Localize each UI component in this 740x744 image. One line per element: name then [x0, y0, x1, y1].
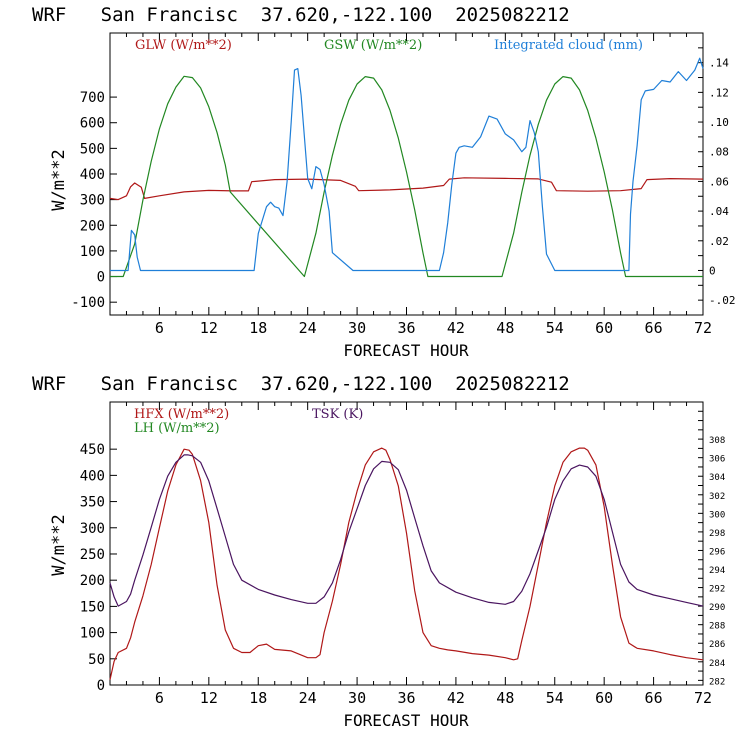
- y-tick-label: 100: [80, 626, 105, 642]
- y2-tick-label: .04: [709, 205, 729, 218]
- y2-tick-label: 296: [709, 547, 725, 557]
- x-tick-label: 72: [694, 319, 712, 337]
- series-line-glw: [109, 177, 704, 201]
- y2-tick-label: 0: [709, 264, 716, 277]
- panel-radiation: WRF San Francisc 37.620,-122.100 2025082…: [32, 4, 736, 360]
- y-tick-label: 0: [97, 270, 105, 286]
- panel-1-series: [109, 57, 704, 278]
- y2-tick-label: 288: [709, 622, 725, 632]
- panel-1-y-tick-labels: -100 0 100 200 300 400 500 600 700: [71, 90, 105, 311]
- series-line-tsk: [109, 454, 704, 607]
- y2-tick-label: 302: [709, 492, 725, 502]
- x-tick-label: 18: [249, 689, 267, 707]
- y-tick-label: 700: [80, 90, 105, 106]
- panel-2-x-axis-label: FORECAST HOUR: [343, 711, 469, 730]
- x-tick-label: 36: [397, 689, 415, 707]
- panel-1-title: WRF San Francisc 37.620,-122.100 2025082…: [32, 4, 570, 26]
- legend-tsk: TSK (K): [312, 407, 363, 422]
- y2-tick-label: 298: [709, 529, 725, 539]
- y2-tick-label: .08: [709, 146, 729, 159]
- y2-tick-label: 294: [709, 566, 725, 576]
- x-tick-label: 66: [645, 689, 663, 707]
- y-tick-label: 200: [80, 573, 105, 589]
- panel-1-ticks: [110, 32, 703, 316]
- y-tick-label: 300: [80, 521, 105, 537]
- x-tick-label: 66: [645, 319, 663, 337]
- panel-1-x-axis-label: FORECAST HOUR: [343, 341, 469, 360]
- y-tick-label: 500: [80, 141, 105, 157]
- y-tick-label: 450: [80, 442, 105, 458]
- series-line-integrated: [110, 57, 704, 272]
- series-line-hfx: [109, 447, 704, 680]
- y-tick-label: 200: [80, 218, 105, 234]
- legend-lh: LH (W/m**2): [134, 421, 220, 436]
- y2-tick-label: .10: [709, 116, 729, 129]
- y2-tick-label: 306: [709, 455, 725, 465]
- x-tick-label: 12: [200, 319, 218, 337]
- panel-2-y-axis-label: W/m**2: [49, 514, 69, 575]
- x-tick-label: 24: [299, 689, 317, 707]
- series-line-gsw: [110, 75, 703, 278]
- x-tick-label: 42: [447, 319, 465, 337]
- y2-tick-label: 286: [709, 640, 725, 650]
- x-tick-label: 42: [447, 689, 465, 707]
- x-tick-label: 48: [496, 319, 514, 337]
- panel-1-y-axis-label: W/m**2: [49, 149, 69, 210]
- panel-2-frame: [109, 401, 704, 686]
- x-tick-label: 12: [200, 689, 218, 707]
- y2-tick-label: 292: [709, 585, 725, 595]
- x-tick-label: 18: [249, 319, 267, 337]
- panel-2-ticks: [110, 401, 703, 686]
- y-tick-label: 0: [97, 678, 105, 694]
- panel-2-x-tick-labels: 6 12 18 24 30 36 42 48 54 60 66 72: [155, 689, 712, 707]
- panel-2-y-tick-labels: 0 50 100 150 200 250 300 350 400 450: [80, 442, 105, 694]
- y-tick-label: 150: [80, 599, 105, 615]
- x-tick-label: 6: [155, 319, 164, 337]
- legend-glw: GLW (W/m**2): [135, 38, 232, 53]
- y-tick-label: 600: [80, 116, 105, 132]
- x-tick-label: 48: [496, 689, 514, 707]
- x-tick-label: 24: [299, 319, 317, 337]
- panel-1-y2-tick-labels: -.02 0 .02 .04 .06 .08 .10 .12 .14: [709, 57, 736, 307]
- panel-2-title: WRF San Francisc 37.620,-122.100 2025082…: [32, 373, 570, 395]
- legend-gsw: GSW (W/m**2): [324, 38, 422, 53]
- y2-tick-label: 304: [709, 473, 725, 483]
- y2-tick-label: 300: [709, 510, 725, 520]
- y2-tick-label: .12: [709, 86, 729, 99]
- x-tick-label: 6: [155, 689, 164, 707]
- y2-tick-label: 284: [709, 659, 725, 669]
- x-tick-label: 54: [546, 689, 564, 707]
- panel-2-series: [109, 447, 704, 680]
- panel-heat-flux: WRF San Francisc 37.620,-122.100 2025082…: [32, 373, 725, 730]
- y-tick-label: 400: [80, 468, 105, 484]
- y2-tick-label: .06: [709, 175, 729, 188]
- panel-2-y2-tick-labels: 282 284 286 288 290 292 294 296 298 300 302 304 306 3…: [709, 436, 725, 687]
- y-tick-label: 250: [80, 547, 105, 563]
- x-tick-label: 72: [694, 689, 712, 707]
- y-tick-label: 50: [88, 652, 105, 668]
- y2-tick-label: .02: [709, 235, 729, 248]
- y2-tick-label: 282: [709, 677, 725, 687]
- x-tick-label: 60: [595, 689, 613, 707]
- y2-tick-label: 290: [709, 603, 725, 613]
- x-tick-label: 30: [348, 689, 366, 707]
- x-tick-label: 30: [348, 319, 366, 337]
- panel-1-x-tick-labels: 6 12 18 24 30 36 42 48 54 60 66 72: [155, 319, 712, 337]
- x-tick-label: 54: [546, 319, 564, 337]
- y-tick-label: 300: [80, 193, 105, 209]
- x-tick-label: 36: [397, 319, 415, 337]
- y-tick-label: 400: [80, 167, 105, 183]
- legend-integrated-cloud: Integrated cloud (mm): [494, 38, 643, 53]
- y-tick-label: -100: [71, 295, 105, 311]
- y2-tick-label: .14: [709, 57, 729, 70]
- y-tick-label: 100: [80, 244, 105, 260]
- x-tick-label: 60: [595, 319, 613, 337]
- legend-hfx: HFX (W/m**2): [134, 407, 229, 422]
- y2-tick-label: -.02: [709, 294, 736, 307]
- y2-tick-label: 308: [709, 436, 725, 446]
- y-tick-label: 350: [80, 495, 105, 511]
